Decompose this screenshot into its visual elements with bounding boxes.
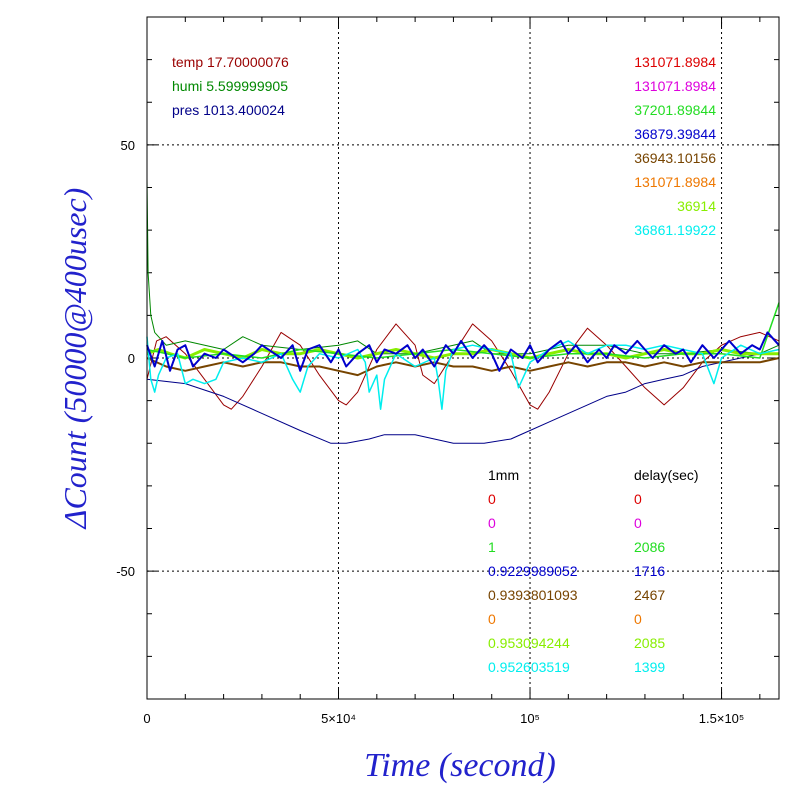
x-tick-label: 10⁵ <box>520 711 540 726</box>
series-line-ch4b <box>146 331 780 372</box>
channel-delay-value: 0 <box>634 515 642 531</box>
channel-mm-value: 0 <box>488 611 496 627</box>
x-axis-title: Time (second) <box>364 747 556 784</box>
channel-top-value: 36943.10156 <box>634 150 716 166</box>
x-tick-label: 1.5×10⁵ <box>699 711 745 726</box>
channel-mm-value: 0 <box>488 515 496 531</box>
channel-top-value: 131071.8984 <box>634 54 716 70</box>
delay-column-header: delay(sec) <box>634 467 699 483</box>
channel-delay-value: 0 <box>634 491 642 507</box>
channel-top-value: 131071.8984 <box>634 174 716 190</box>
channel-mm-value: 0 <box>488 491 496 507</box>
env-reading-temp: temp 17.70000076 <box>172 54 289 70</box>
y-tick-label: 0 <box>128 351 135 366</box>
tick-labels-layer: 0 5×10⁴ 10⁵ 1.5×10⁵ 50 0 -50 <box>116 138 744 726</box>
mm-column-header: 1mm <box>488 467 519 483</box>
channel-top-value: 131071.8984 <box>634 78 716 94</box>
y-axis-title: ΔCount (50000@400usec) <box>57 188 93 531</box>
channel-top-value: 36914 <box>677 198 716 214</box>
x-tick-label: 5×10⁴ <box>321 711 356 726</box>
channel-delay-value: 1399 <box>634 659 665 675</box>
env-reading-humi: humi 5.599999905 <box>172 78 288 94</box>
channel-mm-value: 1 <box>488 539 496 555</box>
channel-mm-value: 0.953094244 <box>488 635 570 651</box>
channel-mm-value: 0.952603519 <box>488 659 570 675</box>
series-line-pres <box>146 349 780 444</box>
info-layer: temp 17.70000076 humi 5.599999905 pres 101… <box>172 54 716 675</box>
x-tick-label: 0 <box>143 711 150 726</box>
channel-top-value: 36879.39844 <box>634 126 716 142</box>
series-line-ch4 <box>146 357 780 377</box>
y-tick-label: -50 <box>116 564 135 579</box>
channel-top-value: 37201.89844 <box>634 102 716 118</box>
channel-delay-value: 0 <box>634 611 642 627</box>
channel-delay-value: 2086 <box>634 539 665 555</box>
series-line-temp <box>146 323 780 410</box>
y-tick-label: 50 <box>121 138 135 153</box>
channel-delay-value: 1716 <box>634 563 665 579</box>
channel-mm-value: 0.9393801093 <box>488 587 578 603</box>
channel-mm-value: 0.9229989052 <box>488 563 578 579</box>
channel-delay-value: 2085 <box>634 635 665 651</box>
env-reading-pres: pres 1013.400024 <box>172 102 285 118</box>
plot-frame <box>146 16 780 700</box>
series-layer <box>146 178 780 444</box>
channel-top-value: 36861.19922 <box>634 222 716 238</box>
channel-delay-value: 2467 <box>634 587 665 603</box>
